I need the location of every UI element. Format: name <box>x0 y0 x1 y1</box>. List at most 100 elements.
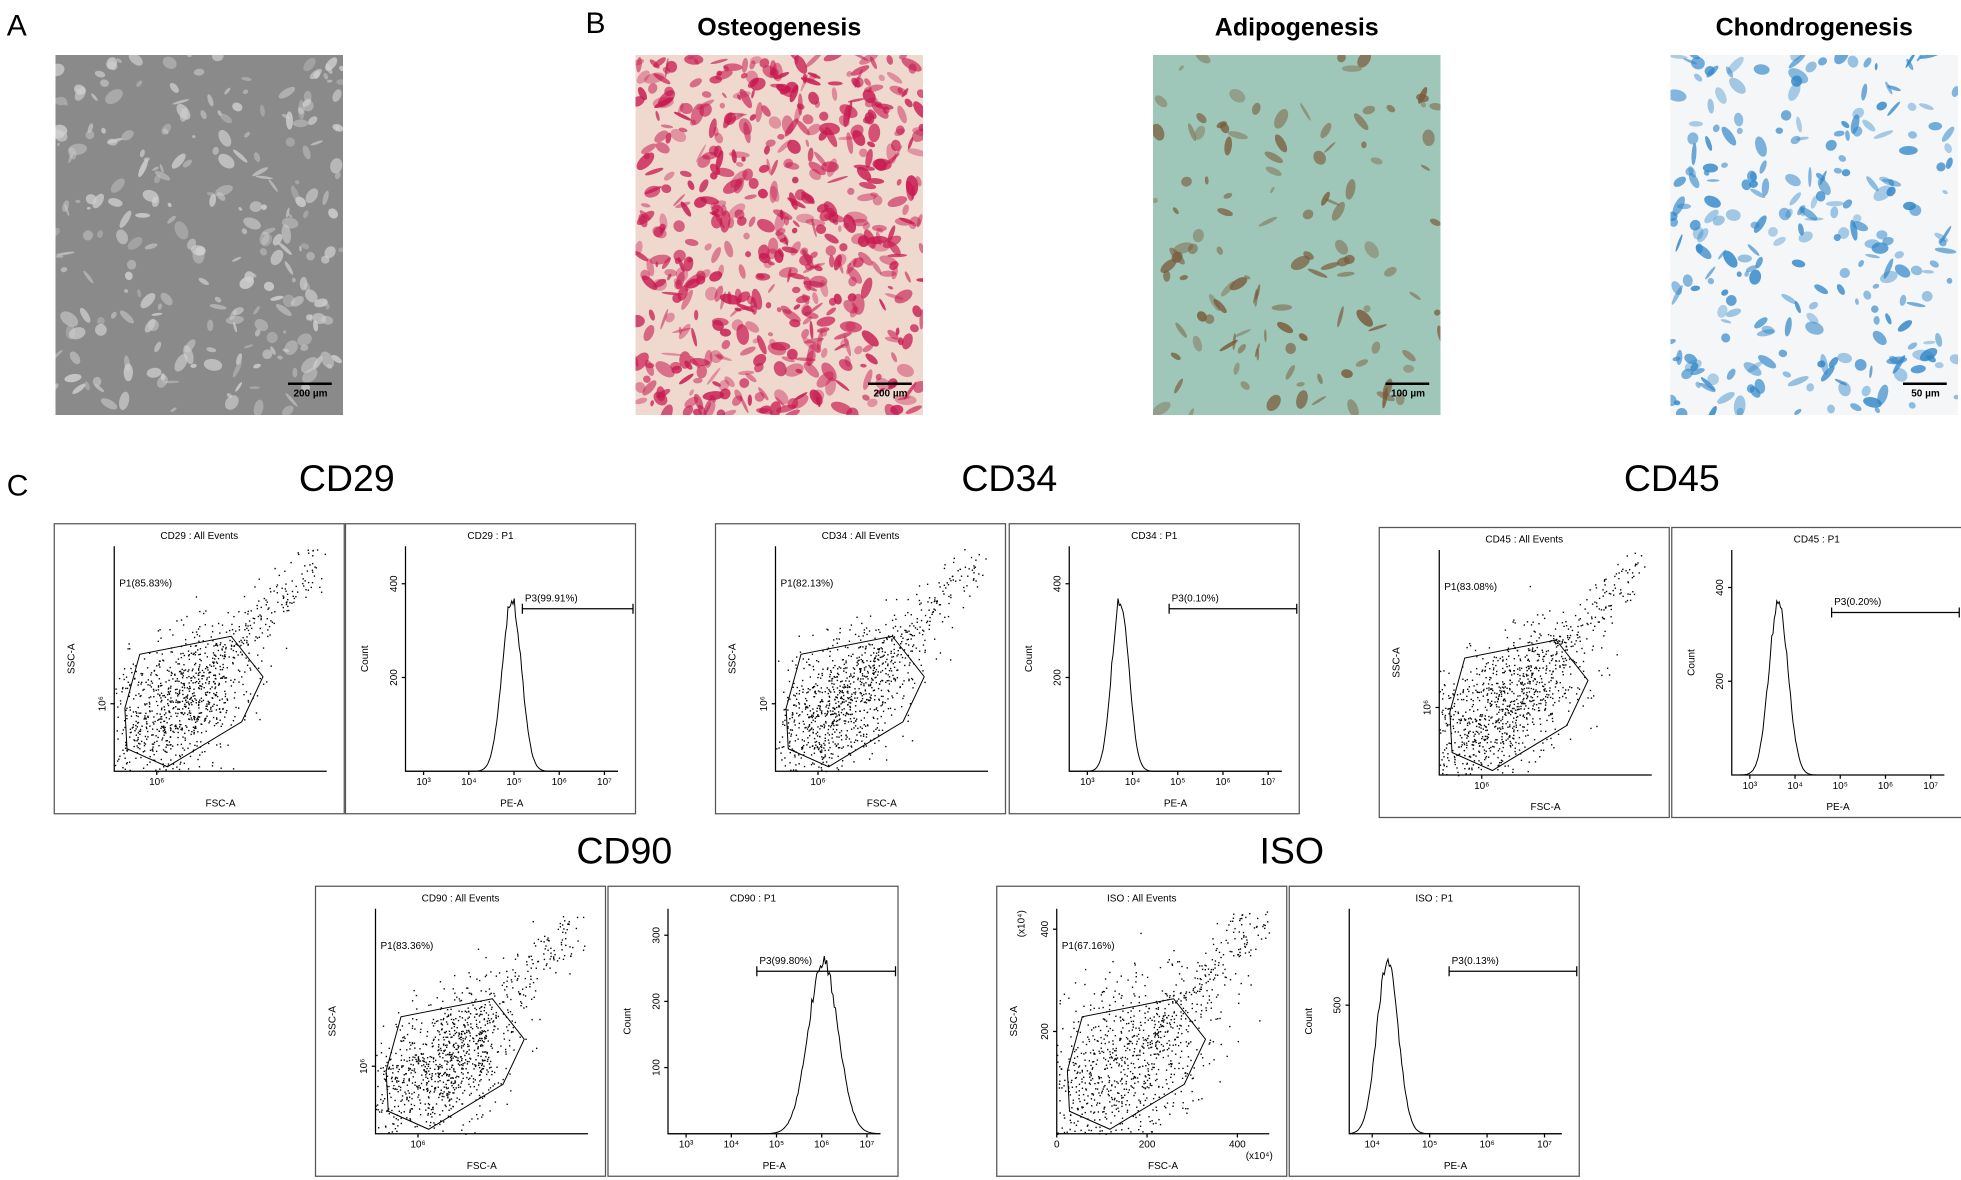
event-dot <box>183 664 185 666</box>
cell <box>636 56 642 73</box>
event-dot <box>1475 720 1478 722</box>
event-dot <box>1596 605 1598 608</box>
event-dot <box>1576 693 1578 695</box>
event-dot <box>852 676 854 679</box>
cell <box>294 180 300 185</box>
event-dot <box>205 717 207 719</box>
event-dot <box>1458 746 1460 748</box>
event-dot <box>186 695 188 698</box>
event-dot <box>118 677 121 680</box>
x-tick-label: 10³ <box>1080 777 1095 788</box>
cell <box>1173 242 1194 254</box>
event-dot <box>1466 737 1468 739</box>
event-dot <box>187 768 190 770</box>
event-dot <box>1527 648 1530 650</box>
cell <box>334 172 341 180</box>
event-dot <box>836 676 839 678</box>
event-dot <box>518 975 520 977</box>
event-dot <box>1494 692 1496 694</box>
cell <box>718 379 730 391</box>
event-dot <box>888 669 891 672</box>
event-dot <box>183 697 186 699</box>
event-dot <box>159 629 161 631</box>
event-dot <box>188 690 191 692</box>
event-dot <box>862 646 864 648</box>
event-dot <box>1464 728 1467 730</box>
cell <box>124 271 133 281</box>
event-dot <box>439 1033 441 1036</box>
event-dot <box>198 707 200 709</box>
event-dot <box>190 696 192 699</box>
event-dot <box>819 750 822 753</box>
event-dot <box>826 713 829 715</box>
event-dot <box>1610 616 1612 618</box>
cell <box>773 361 787 377</box>
event-dot <box>296 591 299 593</box>
event-dot <box>821 725 823 727</box>
cell <box>1687 132 1699 145</box>
cell <box>791 227 798 234</box>
event-dot <box>1500 761 1502 764</box>
event-dot <box>156 674 158 677</box>
event-dot <box>187 747 189 749</box>
event-dot <box>320 591 323 593</box>
event-dot <box>224 655 226 658</box>
event-dot <box>232 681 235 683</box>
event-dot <box>1448 672 1450 675</box>
cell <box>1213 299 1227 314</box>
event-dot <box>1550 744 1553 746</box>
event-dot <box>1462 691 1464 694</box>
cell <box>1368 324 1387 332</box>
event-dot <box>255 636 257 638</box>
event-dot <box>935 658 938 660</box>
event-dot <box>190 645 192 647</box>
event-dot <box>1570 673 1572 675</box>
cell <box>55 63 65 77</box>
event-dot <box>213 645 215 647</box>
cell <box>1324 142 1336 153</box>
event-dot <box>1565 664 1567 666</box>
event-dot <box>1537 709 1540 712</box>
event-dot <box>1575 662 1577 664</box>
event-dot <box>140 683 142 685</box>
event-dot <box>523 1007 525 1009</box>
event-dot <box>1492 722 1494 725</box>
cell <box>670 361 682 371</box>
event-dot <box>1492 663 1494 666</box>
cell <box>110 62 117 71</box>
event-dot <box>162 695 164 697</box>
event-dot <box>181 729 183 731</box>
cell <box>693 377 703 384</box>
event-dot <box>188 718 190 720</box>
event-dot <box>284 588 286 590</box>
event-dot <box>489 1060 492 1063</box>
cell <box>1169 247 1185 265</box>
event-dot <box>412 1056 414 1058</box>
cell <box>152 198 158 204</box>
axes <box>1731 550 1945 776</box>
cell <box>325 63 333 74</box>
event-dot <box>907 672 909 674</box>
event-dot <box>126 687 129 690</box>
event-dot <box>441 1066 443 1069</box>
event-dot <box>392 1087 395 1090</box>
event-dot <box>163 728 166 731</box>
cell <box>887 196 908 208</box>
event-dot <box>238 681 240 683</box>
event-dot <box>849 709 851 711</box>
event-dot <box>870 667 872 669</box>
event-dot <box>1514 712 1516 714</box>
event-dot <box>803 751 806 754</box>
y-tick-label: 200 <box>1053 669 1064 686</box>
event-dot <box>462 1037 464 1040</box>
event-dot <box>885 745 887 748</box>
event-dot <box>453 974 456 977</box>
event-dot <box>193 688 195 690</box>
cell <box>249 201 263 212</box>
event-dot <box>1548 694 1550 696</box>
cell <box>1196 113 1207 124</box>
event-dot <box>498 972 501 974</box>
cell <box>244 271 255 283</box>
cell <box>79 307 91 323</box>
cell <box>701 91 712 98</box>
